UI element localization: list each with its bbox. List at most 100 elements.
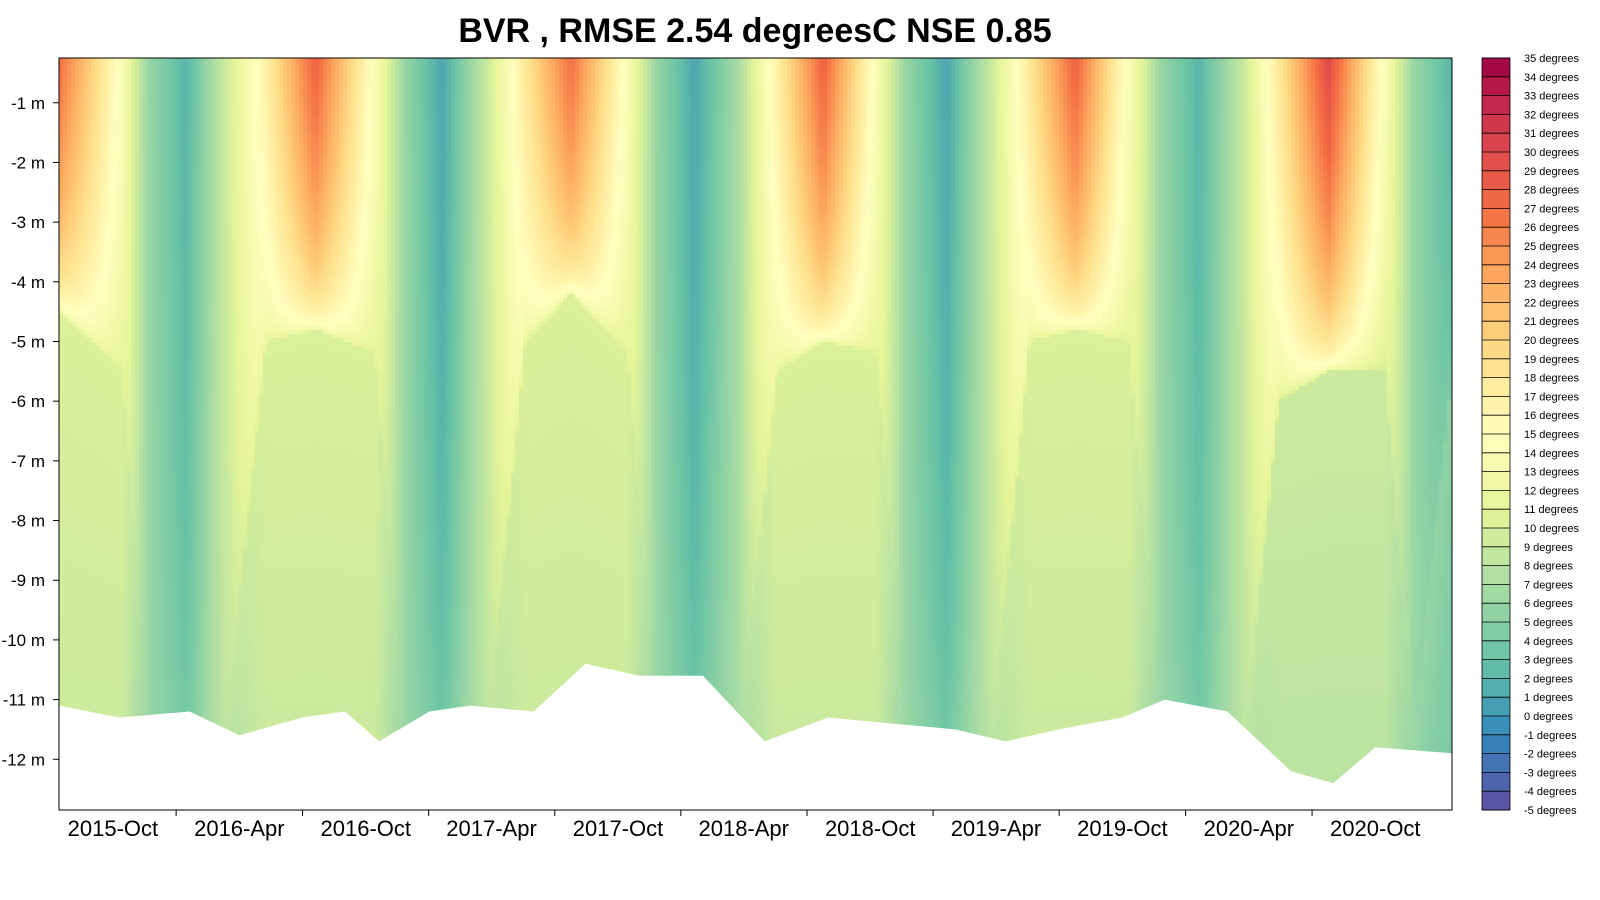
heatmap-cell bbox=[75, 138, 80, 143]
heatmap-cell bbox=[75, 166, 80, 171]
heatmap-cell bbox=[95, 294, 100, 299]
heatmap-cell bbox=[87, 658, 92, 663]
heatmap-cell bbox=[71, 210, 76, 215]
heatmap-cell bbox=[63, 234, 68, 239]
heatmap-cell bbox=[79, 66, 84, 71]
heatmap-cell bbox=[87, 358, 92, 363]
heatmap-cell bbox=[71, 678, 76, 683]
heatmap-cell bbox=[71, 194, 76, 199]
heatmap-cell bbox=[95, 326, 100, 331]
heatmap-cell bbox=[71, 542, 76, 547]
heatmap-cell bbox=[75, 470, 80, 475]
heatmap-cell bbox=[79, 578, 84, 583]
heatmap-cell bbox=[71, 282, 76, 287]
heatmap-cell bbox=[87, 366, 92, 371]
heatmap-cell bbox=[63, 614, 68, 619]
heatmap-cell bbox=[79, 190, 84, 195]
heatmap-cell bbox=[63, 594, 68, 599]
heatmap-cell bbox=[75, 506, 80, 511]
heatmap-cell bbox=[75, 98, 80, 103]
heatmap-cell bbox=[91, 194, 96, 199]
heatmap-cell bbox=[95, 378, 100, 383]
heatmap-cell bbox=[75, 102, 80, 107]
heatmap-cell bbox=[83, 662, 88, 667]
heatmap-cell bbox=[71, 98, 76, 103]
heatmap-cell bbox=[71, 410, 76, 415]
heatmap-cell bbox=[91, 310, 96, 315]
heatmap-cell bbox=[59, 138, 64, 143]
heatmap-cell bbox=[67, 678, 72, 683]
heatmap-cell bbox=[79, 638, 84, 643]
heatmap-cell bbox=[59, 62, 64, 67]
heatmap-cell bbox=[83, 162, 88, 167]
heatmap-cell bbox=[75, 310, 80, 315]
heatmap-cell bbox=[83, 210, 88, 215]
heatmap-cell bbox=[83, 522, 88, 527]
heatmap-cell bbox=[91, 670, 96, 675]
heatmap-cell bbox=[67, 650, 72, 655]
heatmap-cell bbox=[71, 74, 76, 79]
heatmap-cell bbox=[63, 590, 68, 595]
heatmap-cell bbox=[71, 686, 76, 691]
heatmap-cell bbox=[59, 534, 64, 539]
heatmap-cell bbox=[59, 314, 64, 319]
heatmap-cell bbox=[95, 314, 100, 319]
heatmap-cell bbox=[95, 386, 100, 391]
heatmap-cell bbox=[71, 394, 76, 399]
heatmap-cell bbox=[91, 202, 96, 207]
heatmap-cell bbox=[91, 278, 96, 283]
heatmap-cell bbox=[79, 414, 84, 419]
heatmap-cell bbox=[67, 518, 72, 523]
heatmap-cell bbox=[71, 638, 76, 643]
heatmap-cell bbox=[79, 150, 84, 155]
heatmap-cell bbox=[79, 106, 84, 111]
heatmap-cell bbox=[91, 358, 96, 363]
heatmap-cell bbox=[67, 686, 72, 691]
heatmap-cell bbox=[91, 422, 96, 427]
heatmap-cell bbox=[95, 266, 100, 271]
heatmap-cell bbox=[67, 386, 72, 391]
heatmap-cell bbox=[63, 266, 68, 271]
heatmap-cell bbox=[71, 402, 76, 407]
heatmap-cell bbox=[67, 174, 72, 179]
heatmap-cell bbox=[71, 498, 76, 503]
heatmap-cell bbox=[75, 118, 80, 123]
heatmap-cell bbox=[59, 74, 64, 79]
heatmap-cell bbox=[71, 606, 76, 611]
heatmap-cell bbox=[91, 606, 96, 611]
heatmap-cell bbox=[59, 66, 64, 71]
heatmap-cell bbox=[63, 538, 68, 543]
heatmap-cell bbox=[59, 318, 64, 323]
heatmap-cell bbox=[71, 238, 76, 243]
heatmap-cell bbox=[83, 502, 88, 507]
heatmap-cell bbox=[95, 302, 100, 307]
heatmap-cell bbox=[71, 406, 76, 411]
heatmap-cell bbox=[59, 394, 64, 399]
heatmap-cell bbox=[79, 114, 84, 119]
heatmap-cell bbox=[83, 298, 88, 303]
heatmap-cell bbox=[67, 178, 72, 183]
heatmap-cell bbox=[91, 586, 96, 591]
heatmap-cell bbox=[95, 150, 100, 155]
heatmap-cell bbox=[87, 238, 92, 243]
heatmap-cell bbox=[67, 146, 72, 151]
heatmap-cell bbox=[67, 682, 72, 687]
heatmap-cell bbox=[59, 98, 64, 103]
heatmap-cell bbox=[63, 154, 68, 159]
heatmap-cell bbox=[75, 262, 80, 267]
heatmap-cell bbox=[79, 462, 84, 467]
heatmap-cell bbox=[75, 82, 80, 87]
heatmap-cell bbox=[91, 426, 96, 431]
heatmap-cell bbox=[75, 394, 80, 399]
heatmap-cell bbox=[87, 606, 92, 611]
heatmap-cell bbox=[79, 282, 84, 287]
heatmap-cell bbox=[75, 502, 80, 507]
heatmap-cell bbox=[91, 386, 96, 391]
heatmap-cell bbox=[87, 362, 92, 367]
heatmap-cell bbox=[87, 486, 92, 491]
heatmap-cell bbox=[59, 126, 64, 131]
heatmap-cell bbox=[95, 102, 100, 107]
heatmap-cell bbox=[71, 558, 76, 563]
heatmap-cell bbox=[75, 678, 80, 683]
heatmap-cell bbox=[91, 382, 96, 387]
